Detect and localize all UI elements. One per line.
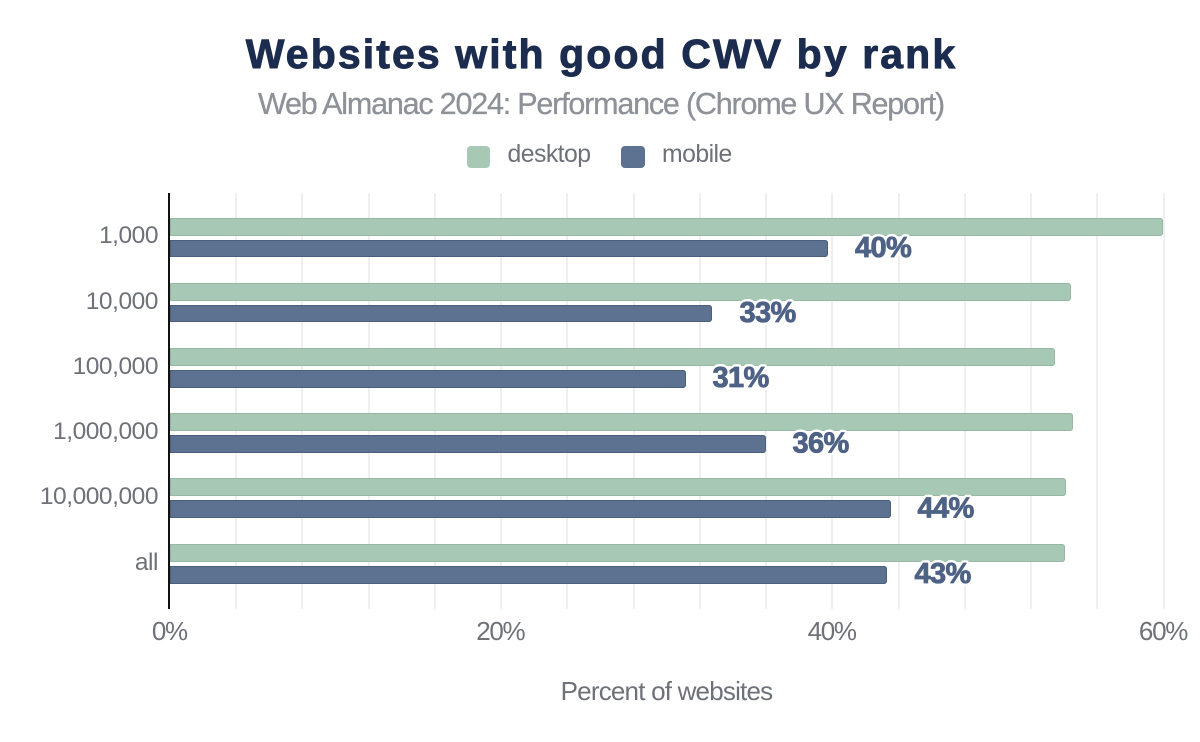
svg-text:31%: 31% [713, 362, 770, 394]
svg-text:44%: 44% [918, 492, 975, 524]
svg-text:43%: 43% [915, 558, 972, 590]
svg-text:44%: 44% [918, 492, 975, 524]
svg-text:43%: 43% [915, 558, 972, 590]
svg-text:36%: 36% [793, 427, 850, 459]
svg-text:33%: 33% [740, 297, 797, 329]
svg-text:31%: 31% [713, 362, 770, 394]
svg-text:40%: 40% [855, 232, 912, 264]
svg-text:36%: 36% [793, 427, 850, 459]
svg-text:33%: 33% [740, 297, 797, 329]
svg-text:40%: 40% [855, 232, 912, 264]
